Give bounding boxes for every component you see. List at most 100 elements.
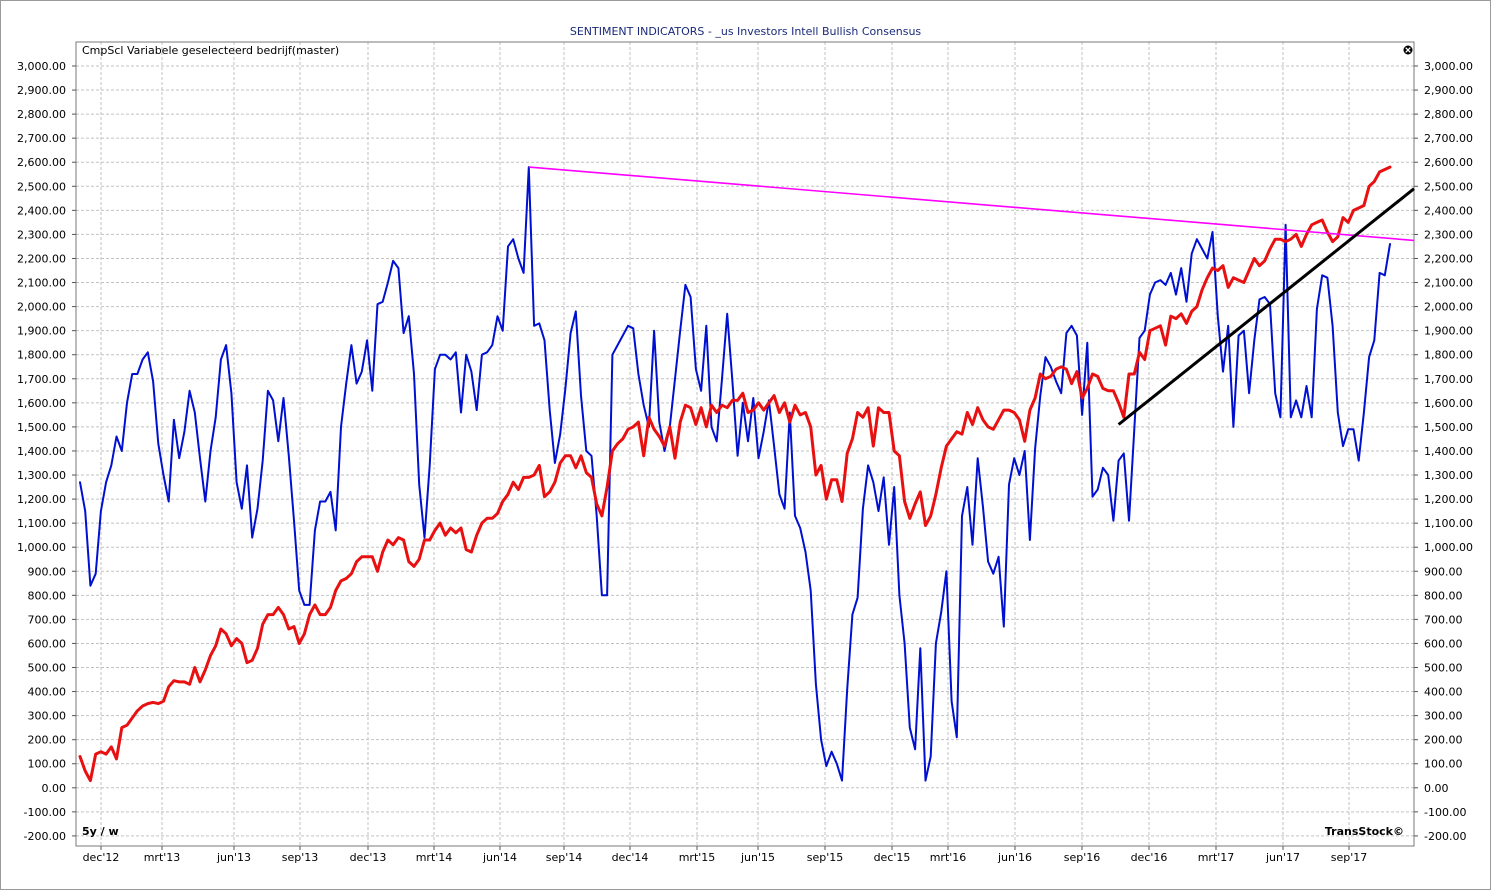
y-tick-label: 2,600.00 bbox=[1424, 156, 1473, 169]
y-tick-label: 900.00 bbox=[1424, 565, 1463, 578]
y-tick-label: 300.00 bbox=[28, 710, 67, 723]
series-lines bbox=[78, 165, 1415, 783]
y-tick-label: 400.00 bbox=[1424, 686, 1463, 699]
y-tick-label: 300.00 bbox=[1424, 710, 1463, 723]
y-tick-label: 800.00 bbox=[1424, 589, 1463, 602]
y-tick-label: 1,000.00 bbox=[1424, 541, 1473, 554]
close-panel-icon[interactable] bbox=[1403, 45, 1413, 55]
panel-label: CmpScl Variabele geselecteerd bedrijf(ma… bbox=[82, 44, 339, 57]
y-tick-label: 1,000.00 bbox=[17, 541, 66, 554]
y-tick-label: 2,400.00 bbox=[17, 204, 66, 217]
y-tick-label: 2,200.00 bbox=[1424, 252, 1473, 265]
grid-lines bbox=[76, 42, 1414, 846]
y-tick-label: 2,900.00 bbox=[1424, 84, 1473, 97]
y-tick-label: -200.00 bbox=[24, 830, 66, 843]
y-tick-label: 1,600.00 bbox=[17, 397, 66, 410]
x-tick-label: sep'15 bbox=[807, 851, 844, 864]
y-axis-left: 3,000.00 2,900.00 2,800.00 2,700.00 2,600.00… bbox=[17, 60, 76, 843]
y-tick-label: 3,000.00 bbox=[17, 60, 66, 73]
x-tick-label: jun'16 bbox=[997, 851, 1032, 864]
y-tick-label: 400.00 bbox=[28, 686, 67, 699]
y-tick-label: 1,500.00 bbox=[1424, 421, 1473, 434]
x-tick-label: dec'16 bbox=[1131, 851, 1168, 864]
y-tick-label: -100.00 bbox=[24, 806, 66, 819]
x-tick-label: dec'14 bbox=[612, 851, 649, 864]
y-tick-label: 2,800.00 bbox=[1424, 108, 1473, 121]
y-tick-label: 2,700.00 bbox=[17, 132, 66, 145]
y-tick-label: -100.00 bbox=[1424, 806, 1466, 819]
y-tick-label: 1,300.00 bbox=[17, 469, 66, 482]
y-tick-label: 2,400.00 bbox=[1424, 204, 1473, 217]
y-tick-label: 2,100.00 bbox=[17, 277, 66, 290]
y-tick-label: 100.00 bbox=[1424, 758, 1463, 771]
brand-label: TransStock© bbox=[1325, 825, 1404, 838]
y-tick-label: 2,900.00 bbox=[17, 84, 66, 97]
y-tick-label: 1,400.00 bbox=[1424, 445, 1473, 458]
y-tick-label: 1,700.00 bbox=[17, 373, 66, 386]
y-tick-label: 1,800.00 bbox=[1424, 349, 1473, 362]
x-tick-label: mrt'13 bbox=[144, 851, 181, 864]
y-tick-label: 2,700.00 bbox=[1424, 132, 1473, 145]
y-tick-label: 200.00 bbox=[28, 734, 67, 747]
y-tick-label: 1,800.00 bbox=[17, 349, 66, 362]
y-axis-right: 3,000.00 2,900.00 2,800.00 2,700.00 2,600.00… bbox=[1414, 60, 1473, 843]
y-tick-label: 500.00 bbox=[1424, 662, 1463, 675]
y-tick-label: 800.00 bbox=[28, 589, 67, 602]
x-tick-label: mrt'14 bbox=[416, 851, 453, 864]
y-tick-label: 2,200.00 bbox=[17, 252, 66, 265]
chart-title: SENTIMENT INDICATORS - _us Investors Int… bbox=[569, 25, 922, 38]
y-tick-label: 900.00 bbox=[28, 565, 67, 578]
y-tick-label: 600.00 bbox=[28, 637, 67, 650]
series-line-2 bbox=[78, 165, 1392, 783]
trendline-2 bbox=[1117, 187, 1415, 426]
x-tick-label: jun'17 bbox=[1265, 851, 1300, 864]
y-tick-label: 1,600.00 bbox=[1424, 397, 1473, 410]
y-tick-label: 500.00 bbox=[28, 662, 67, 675]
x-tick-label: sep'16 bbox=[1064, 851, 1101, 864]
trendline-1 bbox=[528, 166, 1415, 242]
x-tick-label: sep'13 bbox=[282, 851, 319, 864]
x-tick-label: jun'15 bbox=[740, 851, 775, 864]
y-tick-label: 3,000.00 bbox=[1424, 60, 1473, 73]
x-tick-label: mrt'16 bbox=[930, 851, 967, 864]
y-tick-label: 700.00 bbox=[1424, 613, 1463, 626]
x-tick-label: sep'14 bbox=[546, 851, 583, 864]
x-tick-label: jun'14 bbox=[482, 851, 517, 864]
x-axis: dec'12 mrt'13 jun'13 sep'13 dec'13 mrt'14 jun'… bbox=[83, 846, 1368, 864]
series-line-1 bbox=[79, 166, 1391, 782]
y-tick-label: 1,900.00 bbox=[17, 325, 66, 338]
x-tick-label: dec'12 bbox=[83, 851, 120, 864]
y-tick-label: 1,700.00 bbox=[1424, 373, 1473, 386]
y-tick-label: 2,500.00 bbox=[17, 180, 66, 193]
y-tick-label: 2,600.00 bbox=[17, 156, 66, 169]
x-tick-label: sep'17 bbox=[1331, 851, 1368, 864]
y-tick-label: 1,400.00 bbox=[17, 445, 66, 458]
y-tick-label: 2,000.00 bbox=[17, 301, 66, 314]
y-tick-label: 2,500.00 bbox=[1424, 180, 1473, 193]
y-tick-label: 600.00 bbox=[1424, 637, 1463, 650]
y-tick-label: 0.00 bbox=[42, 782, 67, 795]
y-tick-label: 1,200.00 bbox=[17, 493, 66, 506]
y-tick-label: -200.00 bbox=[1424, 830, 1466, 843]
y-tick-label: 200.00 bbox=[1424, 734, 1463, 747]
y-tick-label: 2,100.00 bbox=[1424, 277, 1473, 290]
x-tick-label: mrt'15 bbox=[679, 851, 716, 864]
y-tick-label: 2,800.00 bbox=[17, 108, 66, 121]
y-tick-label: 1,100.00 bbox=[17, 517, 66, 530]
x-tick-label: dec'15 bbox=[874, 851, 911, 864]
y-tick-label: 1,500.00 bbox=[17, 421, 66, 434]
y-tick-label: 2,300.00 bbox=[17, 228, 66, 241]
y-tick-label: 1,300.00 bbox=[1424, 469, 1473, 482]
y-tick-label: 2,000.00 bbox=[1424, 301, 1473, 314]
y-tick-label: 1,200.00 bbox=[1424, 493, 1473, 506]
x-tick-label: dec'13 bbox=[350, 851, 387, 864]
plot-area bbox=[75, 41, 1415, 847]
x-tick-label: mrt'17 bbox=[1198, 851, 1235, 864]
y-tick-label: 1,900.00 bbox=[1424, 325, 1473, 338]
x-tick-label: jun'13 bbox=[216, 851, 251, 864]
y-tick-label: 100.00 bbox=[28, 758, 67, 771]
period-label: 5y / w bbox=[82, 825, 119, 838]
y-tick-label: 700.00 bbox=[28, 613, 67, 626]
